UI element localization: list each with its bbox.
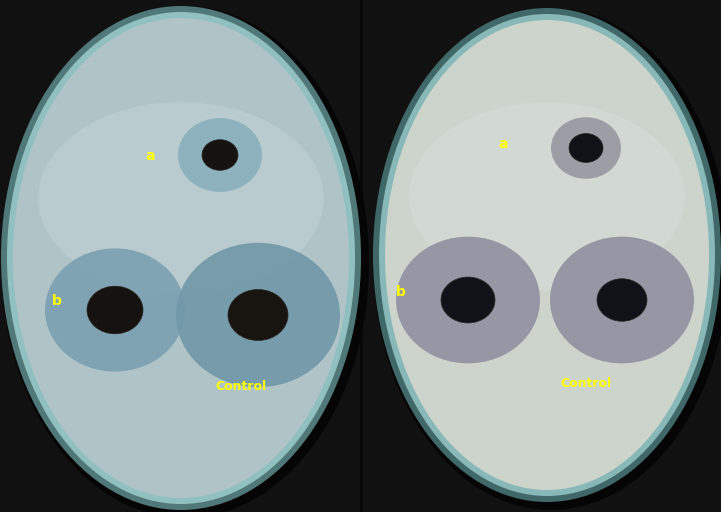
Ellipse shape: [550, 237, 694, 364]
Ellipse shape: [396, 237, 540, 364]
Ellipse shape: [410, 102, 685, 290]
Ellipse shape: [176, 243, 340, 387]
Ellipse shape: [373, 8, 721, 510]
Ellipse shape: [1, 6, 361, 510]
Ellipse shape: [373, 8, 721, 502]
Text: a: a: [145, 149, 154, 163]
Ellipse shape: [441, 277, 495, 323]
Ellipse shape: [87, 286, 143, 334]
Ellipse shape: [202, 140, 238, 170]
Ellipse shape: [379, 14, 715, 496]
Ellipse shape: [569, 134, 603, 162]
Text: b: b: [396, 285, 406, 299]
Text: Control: Control: [215, 380, 266, 393]
Ellipse shape: [385, 20, 709, 490]
Ellipse shape: [551, 117, 621, 179]
Ellipse shape: [178, 118, 262, 192]
Text: Control: Control: [560, 377, 611, 390]
Ellipse shape: [38, 102, 324, 294]
Ellipse shape: [1, 6, 369, 512]
Text: a: a: [498, 137, 508, 151]
Ellipse shape: [45, 248, 185, 372]
Text: b: b: [52, 294, 62, 308]
Ellipse shape: [7, 12, 355, 504]
Ellipse shape: [228, 289, 288, 340]
Ellipse shape: [597, 279, 647, 321]
Ellipse shape: [13, 18, 349, 498]
